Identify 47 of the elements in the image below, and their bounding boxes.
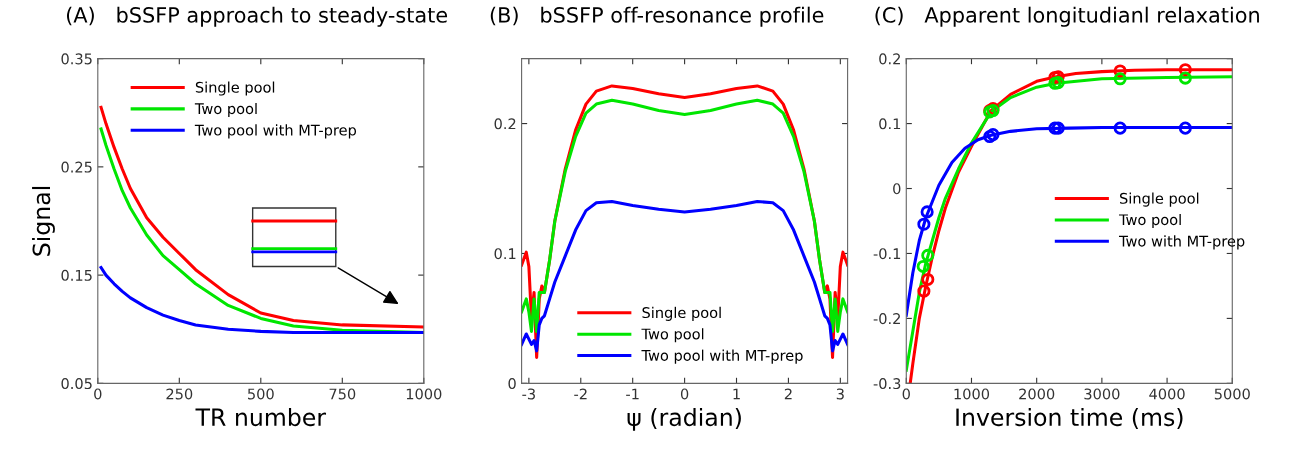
y-tick-label: 0.05 [61,378,92,390]
legend-label: Two pool with MT-prep [194,124,357,139]
x-tick-label: -3 [522,388,535,400]
y-tick-label: 0.25 [61,161,92,173]
x-tick-label: 2000 [1019,388,1055,400]
y-tick-label: 0.2 [494,118,516,130]
x-tick-label: 5000 [1214,388,1250,400]
x-tick-label: 2 [784,388,792,400]
y-tick-label: -0.2 [873,313,900,325]
y-tick-label: -0.1 [873,248,901,260]
y-tick-label: 0.35 [61,53,92,65]
y-tick-label: 0.1 [494,248,516,260]
x-tick-label: 0 [94,388,102,400]
legend-label: Two pool [641,328,704,343]
y-tick-label: 0 [893,183,901,195]
x-tick-label: 0 [680,388,689,400]
x-tick-label: -1 [626,388,639,400]
x-axis-title: Inversion time (ms) [956,407,1183,429]
legend-label: Single pool [195,81,275,96]
x-axis-title: ψ (radian) [627,407,741,431]
legend-label: Two pool [194,102,257,118]
x-tick-label: 0 [902,388,910,400]
y-tick-label: 0.15 [61,269,92,281]
chart-title: (B) bSSFP off-resonance profile [490,6,824,27]
x-axis-title: TR number [195,407,327,427]
chart-title: (C) Apparent longitudianl relaxation [875,6,1259,27]
y-tick-label: -0.3 [873,378,901,390]
x-tick-label: 500 [248,388,274,400]
legend-label: Two pool with MT-prep [641,349,803,364]
y-tick-label: 0.1 [879,118,901,130]
legend-label: Single pool [642,306,721,321]
x-tick-label: 750 [329,388,356,400]
x-tick-label: 1 [733,388,740,400]
x-tick-label: -2 [574,388,587,400]
chart-title: (A) bSSFP approach to steady-state [66,6,448,27]
legend-label: Two pool [1118,213,1181,229]
x-tick-label: 3000 [1084,388,1120,400]
x-tick-label: 1000 [406,388,442,400]
legend-label: Two with MT-prep [1118,235,1245,250]
y-tick-label: 0 [508,378,516,390]
x-tick-label: 3 [836,388,844,400]
y-tick-label: 0.2 [879,53,900,65]
legend-label: Single pool [1119,192,1199,207]
x-tick-label: 1000 [954,388,990,400]
x-tick-label: 250 [166,388,193,400]
y-axis-title: Signal [32,186,55,256]
x-tick-label: 4000 [1149,388,1185,400]
